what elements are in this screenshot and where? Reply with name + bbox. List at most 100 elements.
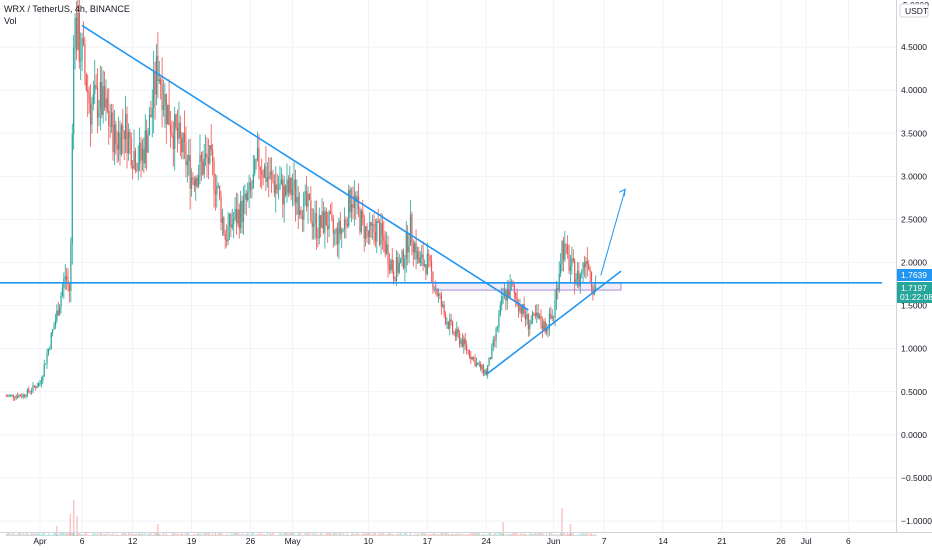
- volume-bar: [216, 534, 218, 536]
- candle-body: [283, 185, 285, 205]
- candle-body: [470, 356, 472, 360]
- volume-bar: [402, 534, 405, 536]
- candle-body: [422, 254, 424, 266]
- descending-trendline[interactable]: [81, 24, 529, 311]
- range-rectangle[interactable]: [435, 282, 622, 291]
- volume-bar: [63, 533, 65, 536]
- volume-bar: [429, 534, 431, 536]
- volume-bar: [60, 532, 62, 536]
- volume-bar: [220, 532, 222, 536]
- volume-bar: [502, 533, 504, 536]
- candle-body: [499, 304, 501, 316]
- drawings[interactable]: [0, 24, 882, 376]
- volume-bar: [122, 532, 124, 536]
- volume-bar: [185, 532, 187, 536]
- symbol-title[interactable]: WRX / TetherUS, 4h, BINANCE: [4, 4, 130, 14]
- candles: [5, 0, 597, 402]
- candle-body: [293, 179, 295, 191]
- volume-bar: [546, 532, 548, 536]
- volume-bar: [195, 534, 197, 536]
- candle-body: [139, 142, 141, 164]
- time-axis[interactable]: Apr 6 12 19 26 May 10 17 24 Jun 7 14 21 26 Jul 6: [33, 536, 851, 546]
- volume-bar: [576, 534, 579, 536]
- legend: WRX / TetherUS, 4h, BINANCE Vol: [4, 3, 130, 27]
- candle-body: [447, 322, 449, 329]
- volume-bar: [306, 533, 308, 536]
- volume-bar: [279, 533, 281, 536]
- volume-bar: [47, 533, 50, 536]
- candle-body: [328, 211, 330, 230]
- volume-bar: [320, 532, 322, 536]
- volume-bar: [28, 533, 30, 536]
- candle-body: [127, 132, 130, 154]
- candle-body: [247, 192, 249, 201]
- candle-body: [224, 234, 226, 240]
- candle-body: [233, 219, 235, 225]
- candle-body: [451, 321, 454, 333]
- volume-bar: [227, 534, 229, 536]
- candle-body: [204, 153, 207, 159]
- volume-bar: [258, 533, 260, 536]
- volume-bar: [418, 533, 420, 536]
- volume-bar: [92, 533, 94, 536]
- volume-bar: [36, 534, 38, 536]
- volume-bar: [380, 532, 382, 536]
- candle-body: [325, 211, 327, 226]
- candle-body: [178, 122, 180, 139]
- candle-body: [50, 333, 52, 349]
- volume-bar: [7, 532, 9, 536]
- volume-bar: [568, 533, 570, 536]
- volume-bar: [492, 534, 494, 536]
- volume-bar: [109, 534, 111, 536]
- candle-body: [513, 285, 515, 293]
- candle-body: [491, 345, 493, 360]
- candle-body: [219, 185, 221, 197]
- volume-bar: [54, 532, 57, 536]
- candle-body: [46, 353, 48, 364]
- candle-body: [327, 225, 329, 230]
- volume-bar: [419, 535, 421, 536]
- candle-body: [78, 12, 80, 62]
- volume-bar: [99, 532, 101, 536]
- volume-bar: [269, 532, 271, 536]
- volume-bar: [322, 534, 325, 536]
- forecast-arrow[interactable]: [600, 189, 626, 276]
- candle-body: [454, 331, 456, 337]
- price-axis[interactable]: 5.0000 USDT 4.50004.00003.50003.00002.50…: [899, 0, 932, 526]
- candle-body: [547, 328, 549, 330]
- volume-bar: [450, 534, 452, 536]
- volume-bar: [470, 532, 472, 536]
- time-tick-label: Jun: [547, 536, 561, 546]
- candle-body: [474, 358, 476, 367]
- volume-indicator-label[interactable]: Vol: [4, 16, 17, 26]
- candle-body: [39, 383, 41, 385]
- candle-body: [22, 394, 24, 397]
- candle-body: [263, 166, 266, 178]
- candle-body: [108, 111, 110, 126]
- volume-bar: [301, 535, 304, 536]
- volume-bar: [412, 535, 414, 536]
- candle-body: [574, 260, 576, 284]
- candle-body: [94, 85, 96, 94]
- ascending-trendline[interactable]: [485, 270, 622, 376]
- volume-bar: [151, 534, 153, 536]
- candle-body: [172, 135, 174, 150]
- volume-bar: [460, 534, 462, 536]
- volume-bar: [494, 533, 496, 536]
- volume-spike: [56, 526, 58, 536]
- volume-bar: [64, 533, 66, 536]
- candle-body: [160, 79, 162, 85]
- candle-body: [115, 124, 117, 144]
- volume-bar: [407, 534, 409, 536]
- volume-bar: [178, 534, 180, 536]
- volume-bar: [230, 533, 232, 536]
- volume-bar: [466, 534, 468, 536]
- candle-body: [147, 134, 149, 153]
- candle-body: [329, 211, 332, 215]
- volume-bar: [342, 532, 344, 536]
- volume-bar: [355, 533, 357, 536]
- volume-bar: [409, 532, 412, 536]
- candle-body: [19, 395, 21, 397]
- volume-bar: [519, 533, 521, 536]
